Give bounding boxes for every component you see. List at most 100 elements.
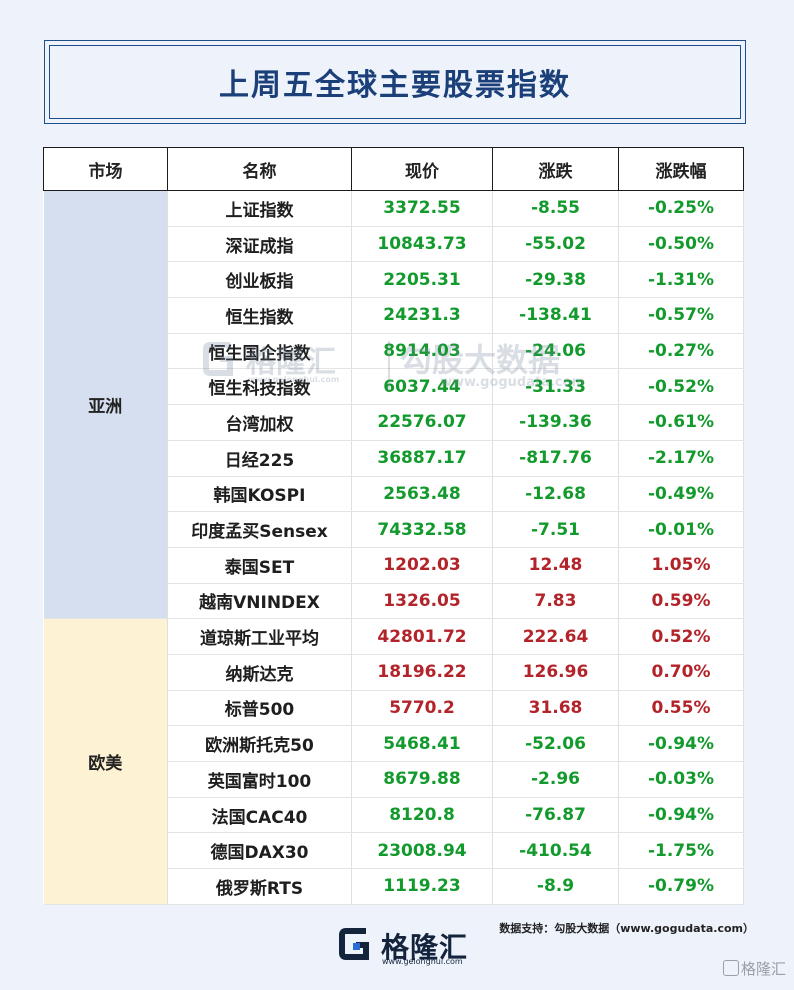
price-cell: 24231.3 [351, 297, 493, 334]
table-row: 印度孟买Sensex 74332.58 -7.51 -0.01% [44, 511, 744, 548]
price-cell: 8679.88 [351, 761, 493, 798]
table-row: 标普500 5770.2 31.68 0.55% [44, 690, 744, 727]
page-title: 上周五全球主要股票指数 [219, 68, 571, 103]
index-name: 恒生国企指数 [167, 333, 352, 370]
change-cell: 126.96 [492, 654, 619, 691]
corner-watermark-text: 格隆汇 [740, 960, 786, 978]
corner-watermark: 格隆汇 [722, 958, 786, 979]
price-cell: 2205.31 [351, 261, 493, 299]
index-name: 标普500 [167, 690, 352, 727]
table-row: 创业板指 2205.31 -29.38 -1.31% [44, 261, 744, 299]
table-row: 泰国SET 1202.03 12.48 1.05% [44, 547, 744, 584]
logo-text: 格隆汇 [381, 931, 469, 964]
price-cell: 18196.22 [351, 654, 493, 691]
change-cell: 31.68 [492, 690, 619, 727]
change-pct-cell: -0.94% [618, 797, 744, 834]
change-cell: -7.51 [492, 511, 619, 548]
header-change: 涨跌 [492, 147, 619, 191]
change-cell: -139.36 [492, 404, 619, 441]
change-pct-cell: -0.01% [618, 511, 744, 548]
change-cell: -31.33 [492, 368, 619, 406]
change-pct-cell: -0.03% [618, 761, 744, 798]
price-cell: 6037.44 [351, 368, 493, 406]
title-frame: 上周五全球主要股票指数 [44, 40, 746, 124]
corner-logo-icon [722, 960, 739, 976]
index-name: 欧洲斯托克50 [167, 725, 352, 762]
price-cell: 2563.48 [351, 476, 493, 513]
table-row: 亚洲 上证指数 3372.55 -8.55 -0.25% [43, 189, 744, 620]
index-name: 越南VNINDEX [167, 583, 352, 620]
change-pct-cell: -0.49% [618, 476, 744, 513]
change-pct-cell: 0.70% [618, 654, 744, 691]
change-pct-cell: -0.50% [618, 226, 744, 263]
change-pct-cell: -0.79% [618, 868, 744, 905]
change-pct-cell: 0.59% [618, 583, 744, 620]
change-cell: -8.55 [492, 190, 619, 227]
index-name: 道琼斯工业平均 [167, 618, 352, 655]
data-source-note: 数据支持：勾股大数据（www.gogudata.com） [499, 922, 754, 935]
brand-logo: 格隆汇 www.gelonghui.com [335, 922, 475, 968]
price-cell: 8914.03 [351, 333, 493, 370]
price-cell: 22576.07 [351, 404, 493, 441]
index-name: 纳斯达克 [167, 654, 352, 691]
change-pct-cell: 0.55% [618, 690, 744, 727]
change-pct-cell: -0.57% [618, 297, 744, 334]
change-cell: -52.06 [492, 725, 619, 762]
change-pct-cell: -0.27% [618, 333, 744, 370]
change-cell: -8.9 [492, 868, 619, 905]
change-cell: -29.38 [492, 261, 619, 299]
table-row: 日经225 36887.17 -817.76 -2.17% [44, 440, 744, 477]
index-name: 创业板指 [167, 261, 352, 299]
index-name: 英国富时100 [167, 761, 352, 798]
change-cell: -817.76 [492, 440, 619, 477]
index-name: 恒生指数 [167, 297, 352, 334]
change-pct-cell: -0.94% [618, 725, 744, 762]
table-row: 法国CAC40 8120.8 -76.87 -0.94% [44, 797, 744, 834]
table-header-row: 市场 名称 现价 涨跌 涨跌幅 [43, 147, 744, 191]
change-cell: -2.96 [492, 761, 619, 798]
stock-index-table: 市场 名称 现价 涨跌 涨跌幅 亚洲 上证指数 3372.55 -8.55 -0.25%… [43, 147, 744, 905]
index-name: 泰国SET [167, 547, 352, 584]
logo-url: www.gelonghui.com [382, 957, 463, 966]
price-cell: 23008.94 [351, 832, 493, 870]
table-row: 欧洲斯托克50 5468.41 -52.06 -0.94% [44, 725, 744, 762]
index-name: 上证指数 [167, 190, 352, 227]
table-row: 俄罗斯RTS 1119.23 -8.9 -0.79% [44, 868, 744, 905]
price-cell: 1326.05 [351, 583, 493, 620]
index-name: 深证成指 [167, 226, 352, 263]
change-cell: -24.06 [492, 333, 619, 370]
change-cell: 7.83 [492, 583, 619, 620]
table-row: 英国富时100 8679.88 -2.96 -0.03% [44, 761, 744, 798]
price-cell: 5770.2 [351, 690, 493, 727]
index-name: 法国CAC40 [167, 797, 352, 834]
price-cell: 42801.72 [351, 618, 493, 655]
market-cell: 欧美 [43, 618, 168, 905]
index-name: 德国DAX30 [167, 832, 352, 870]
table-row: 恒生科技指数 6037.44 -31.33 -0.52% [44, 368, 744, 406]
change-cell: -410.54 [492, 832, 619, 870]
index-name: 日经225 [167, 440, 352, 477]
change-pct-cell: -1.75% [618, 832, 744, 870]
gelonghui-g-icon [339, 928, 369, 960]
change-cell: -76.87 [492, 797, 619, 834]
change-pct-cell: -0.61% [618, 404, 744, 441]
price-cell: 5468.41 [351, 725, 493, 762]
table-row: 深证成指 10843.73 -55.02 -0.50% [44, 226, 744, 263]
price-cell: 3372.55 [351, 190, 493, 227]
header-name: 名称 [167, 147, 352, 191]
price-cell: 1202.03 [351, 547, 493, 584]
price-cell: 10843.73 [351, 226, 493, 263]
change-cell: -12.68 [492, 476, 619, 513]
market-cell: 亚洲 [43, 189, 168, 620]
table-row: 韩国KOSPI 2563.48 -12.68 -0.49% [44, 476, 744, 513]
header-price: 现价 [351, 147, 493, 191]
change-pct-cell: -2.17% [618, 440, 744, 477]
index-name: 台湾加权 [167, 404, 352, 441]
change-pct-cell: -0.25% [618, 190, 744, 227]
change-pct-cell: 1.05% [618, 547, 744, 584]
price-cell: 36887.17 [351, 440, 493, 477]
index-name: 韩国KOSPI [167, 476, 352, 513]
price-cell: 74332.58 [351, 511, 493, 548]
table-row: 恒生国企指数 8914.03 -24.06 -0.27% [44, 333, 744, 370]
change-cell: 222.64 [492, 618, 619, 655]
